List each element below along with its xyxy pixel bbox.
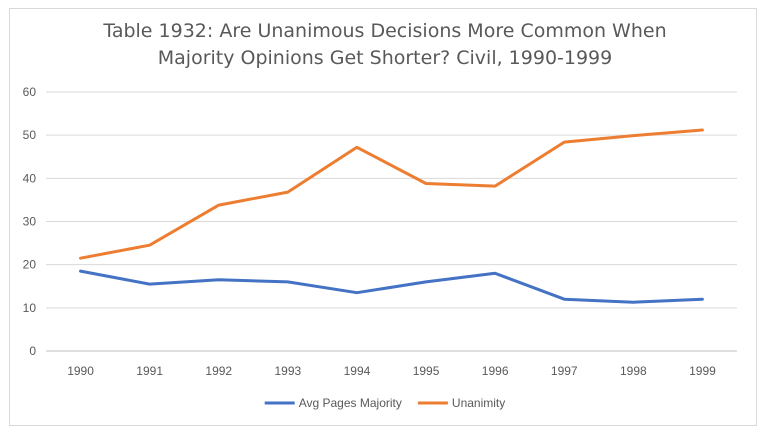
x-tick-label: 1992	[205, 364, 232, 378]
x-tick-label: 1991	[136, 364, 163, 378]
chart-frame	[9, 8, 757, 426]
legend-label: Avg Pages Majority	[299, 396, 402, 410]
y-tick-label: 10	[23, 301, 37, 315]
legend: Avg Pages Majority Unanimity	[264, 396, 505, 410]
x-axis-labels: 1990 1991 1992 1993 1994 1995 1996 1997 1998 1999	[67, 364, 716, 378]
chart-title-line-1: Table 1932: Are Unanimous Decisions More…	[103, 20, 667, 42]
legend-item: Unanimity	[417, 396, 505, 410]
y-tick-label: 50	[23, 128, 37, 142]
y-tick-label: 60	[23, 85, 37, 99]
y-tick-label: 0	[29, 344, 36, 358]
x-tick-label: 1995	[413, 364, 440, 378]
series-line-avg-pages-majority	[79, 269, 704, 304]
x-tick-label: 1996	[482, 364, 509, 378]
series-line-unanimity	[79, 128, 704, 260]
y-tick-label: 30	[23, 215, 37, 229]
y-axis-labels: 0 10 20 30 40 50 60	[23, 85, 37, 358]
gridlines	[46, 91, 737, 352]
y-tick-label: 40	[23, 171, 37, 185]
legend-label: Unanimity	[452, 396, 505, 410]
x-tick-label: 1999	[689, 364, 716, 378]
chart-title-line-2: Majority Opinions Get Shorter? Civil, 19…	[157, 47, 613, 69]
x-tick-label: 1997	[551, 364, 578, 378]
x-tick-label: 1998	[620, 364, 647, 378]
legend-item: Avg Pages Majority	[264, 396, 402, 410]
x-tick-label: 1990	[67, 364, 94, 378]
y-tick-label: 20	[23, 258, 37, 272]
x-tick-label: 1994	[344, 364, 371, 378]
x-tick-label: 1993	[274, 364, 301, 378]
series-lines	[79, 128, 704, 304]
